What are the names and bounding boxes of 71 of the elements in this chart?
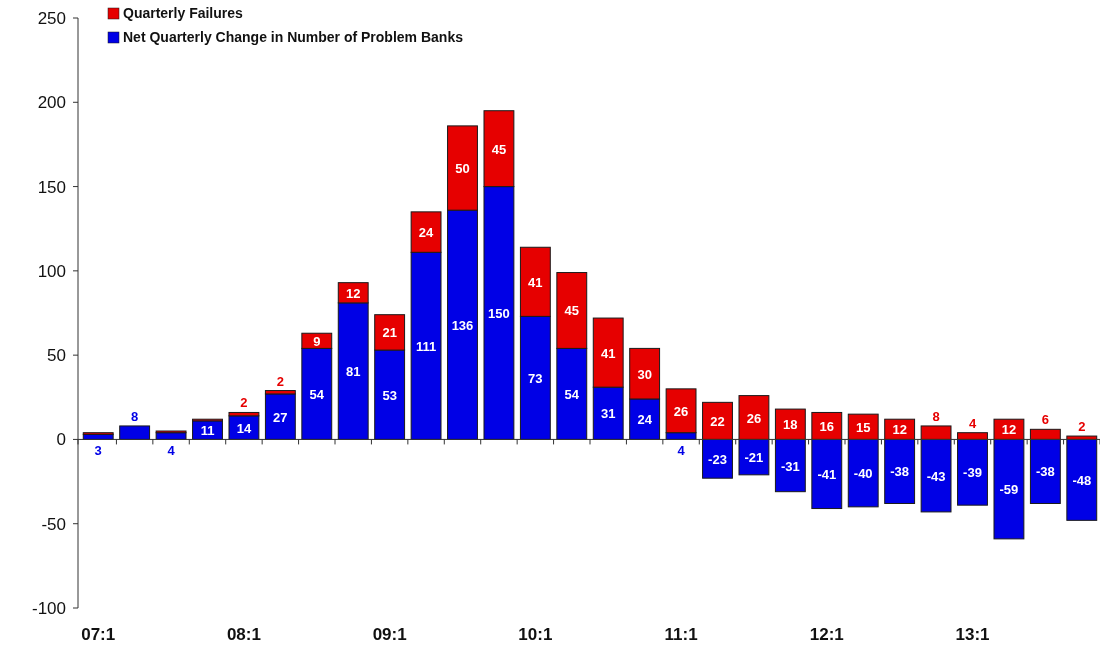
x-tick-label: 12:1	[809, 625, 844, 644]
y-tick-label: 50	[47, 346, 66, 366]
x-tick-label: 07:1	[81, 625, 116, 644]
data-label: 24	[418, 225, 435, 241]
data-label: 18	[783, 417, 798, 433]
data-label: 3	[94, 443, 102, 459]
data-label: 54	[564, 386, 580, 402]
data-label: -31	[780, 458, 800, 474]
x-tick-label: 11:1	[664, 625, 698, 644]
data-label: 24	[637, 412, 653, 428]
data-label: 11	[200, 423, 215, 439]
legend-label: Net Quarterly Change in Number of Problem Banks	[123, 29, 464, 45]
data-label: 2	[276, 373, 284, 389]
data-label: 26	[673, 403, 689, 419]
data-label: 14	[236, 420, 252, 436]
data-label: 41	[528, 274, 543, 290]
data-label: 9	[313, 333, 321, 349]
y-tick-label: 250	[37, 9, 66, 28]
y-tick-label: -50	[41, 514, 66, 534]
y-tick-label: 200	[37, 93, 66, 113]
legend-label: Quarterly Failures	[123, 5, 244, 21]
data-label: 4	[968, 415, 977, 431]
data-label: 4	[677, 443, 686, 459]
data-label: -41	[817, 466, 837, 482]
data-label: 45	[564, 303, 580, 319]
data-label: 8	[932, 408, 940, 424]
data-label: -48	[1072, 472, 1092, 488]
data-label: 4	[167, 443, 176, 459]
data-label: 12	[892, 422, 907, 438]
data-label: 45	[491, 141, 507, 157]
y-tick-label: 100	[37, 261, 66, 281]
data-label: 54	[309, 386, 325, 402]
data-label: 53	[382, 387, 397, 403]
data-label: -43	[926, 468, 946, 484]
x-tick-label: 09:1	[372, 625, 407, 644]
data-label: 30	[637, 366, 652, 382]
data-label: -21	[744, 450, 764, 466]
data-label: 26	[746, 410, 762, 426]
data-label: 150	[488, 306, 510, 321]
x-tick-label: 13:1	[955, 625, 990, 644]
data-label: 41	[600, 345, 616, 361]
data-label: 15	[855, 419, 871, 435]
data-label: 73	[528, 370, 543, 386]
data-label: 12	[345, 285, 361, 301]
data-label: 111	[415, 338, 437, 354]
data-label: -38	[1035, 464, 1055, 480]
data-label: 50	[455, 161, 470, 177]
data-label: 81	[345, 364, 361, 380]
data-label: -38	[890, 464, 910, 480]
bar	[1066, 438, 1098, 521]
data-label: 22	[710, 413, 725, 429]
data-label: -23	[708, 451, 727, 467]
data-label: 2	[240, 395, 248, 411]
data-label: 6	[1041, 412, 1049, 428]
data-label: 16	[819, 418, 835, 434]
x-tick-label: 08:1	[226, 625, 261, 644]
data-label: 2	[1078, 419, 1086, 435]
data-label: -59	[999, 482, 1019, 498]
data-label: 12	[1001, 422, 1017, 438]
data-label: 31	[600, 406, 616, 422]
y-tick-label: 0	[56, 430, 66, 450]
data-label: -40	[853, 466, 873, 482]
bar	[119, 425, 151, 440]
data-label: -39	[963, 465, 982, 481]
x-tick-label: 10:1	[518, 625, 553, 644]
data-label: 21	[382, 325, 397, 341]
data-label: 136	[451, 317, 474, 333]
y-tick-label: 150	[37, 177, 66, 197]
y-tick-label: -100	[31, 599, 66, 618]
data-label: 8	[131, 408, 139, 424]
data-label: 27	[273, 409, 288, 425]
